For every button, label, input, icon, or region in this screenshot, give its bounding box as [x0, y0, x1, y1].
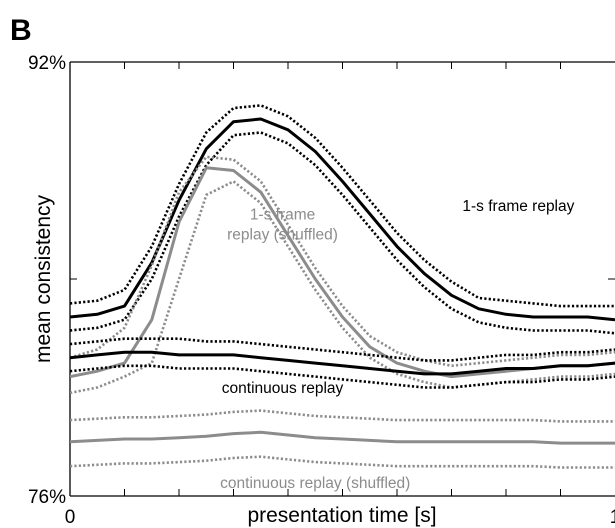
series-line-7 [70, 350, 615, 376]
chart-axes: 0 1 92% 76% [28, 53, 615, 528]
series-line-2 [70, 104, 615, 308]
chart-annotations: 1-s frame replay 1-s frame replay (shuffle… [220, 198, 574, 492]
annotation-label-4: continuous replay (shuffled) [220, 475, 410, 492]
series-line-9 [70, 364, 615, 389]
x-tick-label: 0 [65, 507, 76, 528]
y-tick-label: 76% [28, 487, 66, 508]
x-tick-label: 1 [610, 507, 615, 528]
annotation-label-3: continuous replay [222, 380, 344, 397]
series-line-1 [70, 117, 615, 322]
series-line-12 [70, 455, 615, 469]
annotation-label-1: 1-s frame replay [462, 198, 574, 215]
chart-series-group [70, 104, 615, 469]
y-axis-label: mean consistency [32, 194, 55, 363]
x-axis-label: presentation time [s] [247, 504, 436, 527]
series-line-10 [70, 430, 615, 445]
series-line-11 [70, 409, 615, 423]
annotation-label-2: 1-s frame replay (shuffled) [227, 206, 338, 243]
panel-letter: B [10, 14, 32, 47]
y-tick-label: 92% [28, 53, 66, 74]
series-line-3 [70, 131, 615, 335]
series-line-8 [70, 337, 615, 362]
